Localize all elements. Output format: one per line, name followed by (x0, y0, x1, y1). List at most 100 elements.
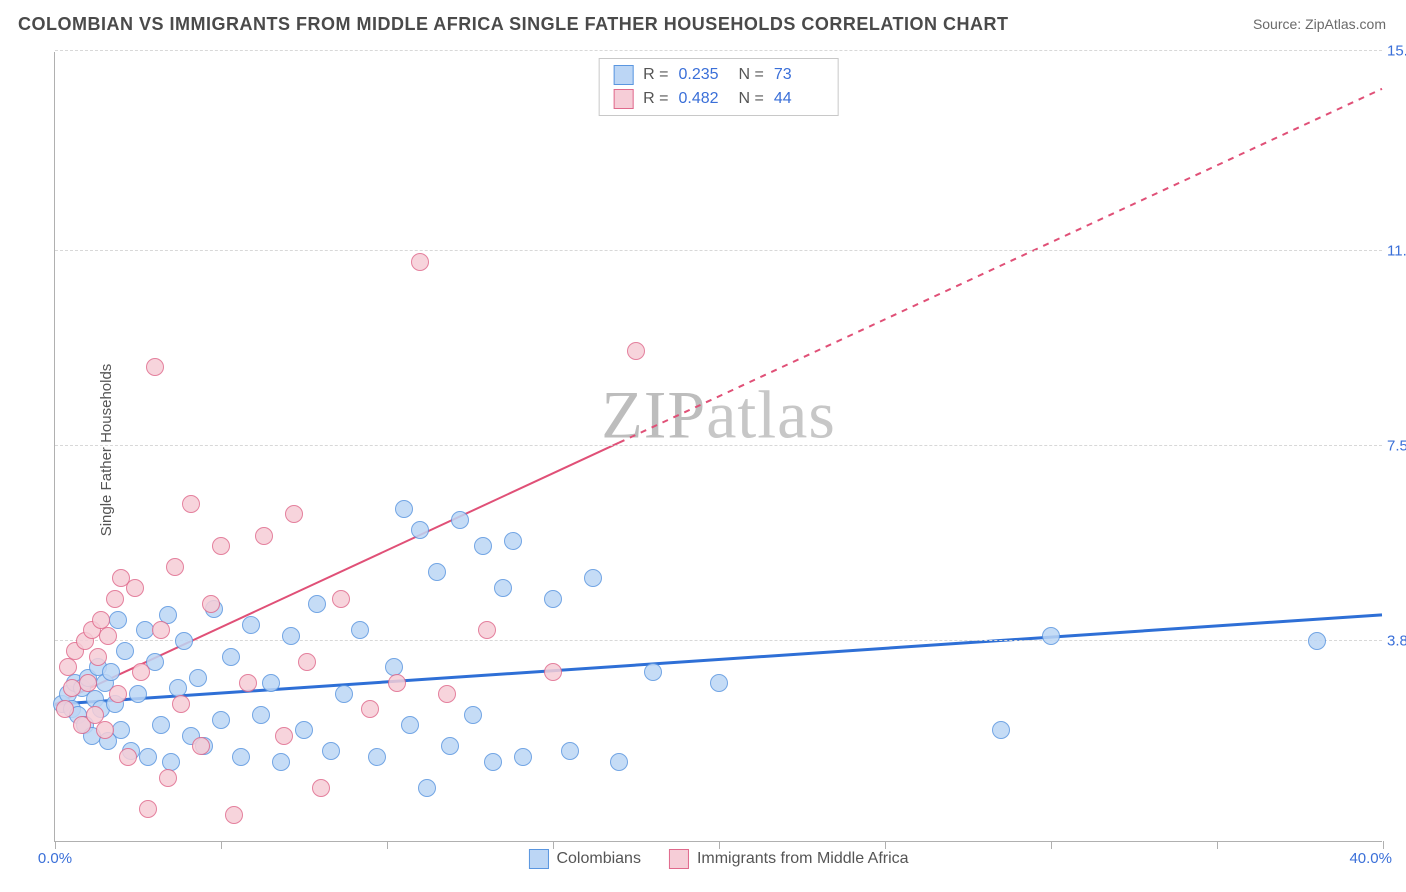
data-point (126, 579, 144, 597)
data-point (109, 685, 127, 703)
data-point (298, 653, 316, 671)
data-point (99, 627, 117, 645)
correlation-legend: R =0.235N =73R =0.482N =44 (598, 58, 839, 116)
data-point (139, 748, 157, 766)
data-point (312, 779, 330, 797)
n-value: 73 (774, 66, 824, 84)
data-point (129, 685, 147, 703)
data-point (159, 769, 177, 787)
data-point (401, 716, 419, 734)
gridline-h (55, 445, 1382, 446)
y-tick-label: 3.8% (1387, 632, 1406, 649)
data-point (255, 527, 273, 545)
data-point (411, 253, 429, 271)
legend-stat-row: R =0.235N =73 (599, 63, 838, 87)
x-tick (221, 841, 222, 849)
data-point (239, 674, 257, 692)
trend-line (619, 89, 1382, 443)
data-point (285, 505, 303, 523)
legend-label: Colombians (556, 850, 640, 868)
data-point (252, 706, 270, 724)
data-point (388, 674, 406, 692)
data-point (212, 711, 230, 729)
data-point (189, 669, 207, 687)
data-point (464, 706, 482, 724)
data-point (441, 737, 459, 755)
legend-item: Immigrants from Middle Africa (669, 849, 909, 869)
x-tick (719, 841, 720, 849)
legend-swatch (528, 849, 548, 869)
data-point (119, 748, 137, 766)
data-point (1042, 627, 1060, 645)
data-point (175, 632, 193, 650)
data-point (438, 685, 456, 703)
data-point (418, 779, 436, 797)
data-point (428, 563, 446, 581)
n-label: N = (739, 66, 764, 84)
data-point (544, 590, 562, 608)
data-point (109, 611, 127, 629)
data-point (627, 342, 645, 360)
data-point (295, 721, 313, 739)
data-point (136, 621, 154, 639)
data-point (242, 616, 260, 634)
data-point (610, 753, 628, 771)
y-tick-label: 11.2% (1387, 243, 1406, 260)
source-label: Source: ZipAtlas.com (1253, 16, 1386, 32)
r-label: R = (643, 66, 668, 84)
data-point (561, 742, 579, 760)
data-point (132, 663, 150, 681)
data-point (494, 579, 512, 597)
series-legend: Colombians Immigrants from Middle Africa (528, 849, 908, 869)
data-point (89, 648, 107, 666)
data-point (474, 537, 492, 555)
data-point (222, 648, 240, 666)
data-point (116, 642, 134, 660)
data-point (395, 500, 413, 518)
data-point (96, 721, 114, 739)
x-max-label: 40.0% (1349, 850, 1392, 867)
data-point (332, 590, 350, 608)
x-tick (387, 841, 388, 849)
r-label: R = (643, 90, 668, 108)
data-point (139, 800, 157, 818)
data-point (484, 753, 502, 771)
legend-item: Colombians (528, 849, 640, 869)
data-point (478, 621, 496, 639)
data-point (272, 753, 290, 771)
n-value: 44 (774, 90, 824, 108)
data-point (351, 621, 369, 639)
data-point (282, 627, 300, 645)
data-point (112, 721, 130, 739)
data-point (146, 358, 164, 376)
data-point (59, 658, 77, 676)
data-point (152, 621, 170, 639)
data-point (232, 748, 250, 766)
data-point (411, 521, 429, 539)
data-point (584, 569, 602, 587)
y-tick-label: 15.0% (1387, 43, 1406, 60)
data-point (322, 742, 340, 760)
data-point (308, 595, 326, 613)
data-point (992, 721, 1010, 739)
data-point (152, 716, 170, 734)
x-tick (55, 841, 56, 849)
data-point (335, 685, 353, 703)
data-point (192, 737, 210, 755)
data-point (212, 537, 230, 555)
data-point (361, 700, 379, 718)
data-point (710, 674, 728, 692)
trend-lines (55, 52, 1382, 841)
x-tick (553, 841, 554, 849)
data-point (504, 532, 522, 550)
data-point (1308, 632, 1326, 650)
data-point (102, 663, 120, 681)
x-tick (1383, 841, 1384, 849)
legend-stat-row: R =0.482N =44 (599, 87, 838, 111)
r-value: 0.482 (679, 90, 729, 108)
x-min-label: 0.0% (38, 850, 72, 867)
data-point (182, 495, 200, 513)
data-point (451, 511, 469, 529)
data-point (262, 674, 280, 692)
data-point (79, 674, 97, 692)
